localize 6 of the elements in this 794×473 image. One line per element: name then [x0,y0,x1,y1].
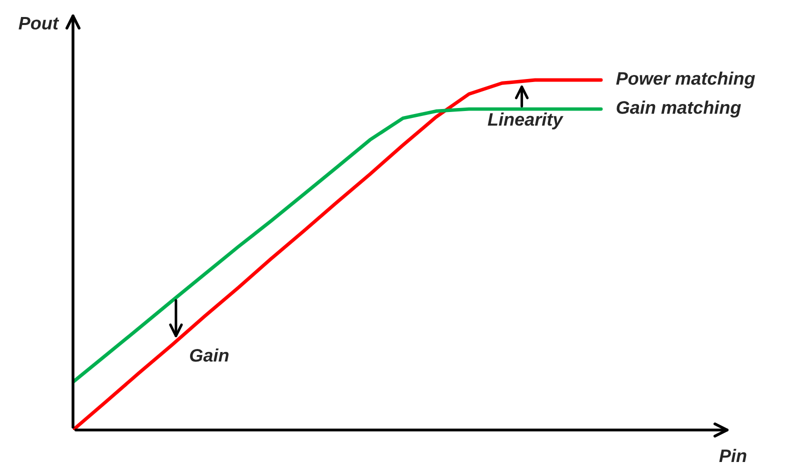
y-axis-title: Pout [18,16,60,30]
annotation: Gain [190,348,229,362]
series-label: Gain matching [616,100,741,118]
annotation: Linearity [488,112,564,130]
x-axis-title: Pin [719,448,746,462]
series-label: Power matching [616,72,755,88]
